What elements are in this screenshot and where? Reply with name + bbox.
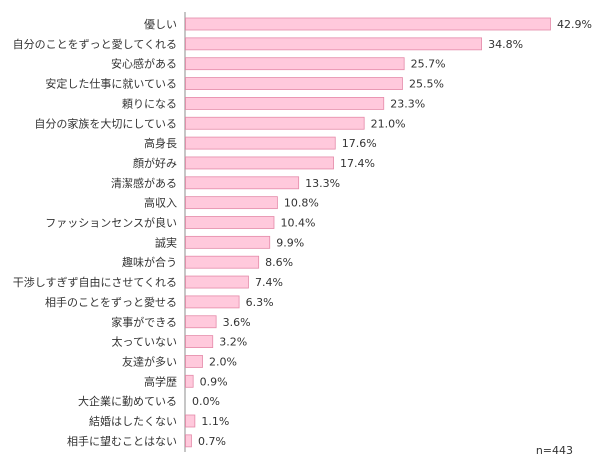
value-label: 21.0% [371,117,406,130]
category-label: 自分のことをずっと愛してくれる [13,38,177,51]
bar [185,374,194,388]
category-label: 清潔感がある [111,176,177,190]
category-label: 顔が好み [133,156,177,170]
value-label: 7.4% [255,276,283,289]
category-label: ファッションセンスが良い [45,216,177,230]
value-label: 42.9% [557,18,592,31]
category-label: 家事ができる [111,315,177,329]
value-label: 0.7% [198,435,226,448]
bar [185,315,217,329]
value-label: 3.6% [223,316,251,329]
bar [185,255,260,269]
value-label: 0.0% [192,395,220,408]
bar [185,176,300,190]
value-label: 13.3% [305,177,340,190]
value-label: 2.0% [209,355,237,368]
category-label: 優しい [144,18,177,31]
bar [185,335,214,349]
category-label: 高学歴 [144,374,177,388]
value-label: 17.6% [342,137,377,150]
category-label: 安心感がある [111,57,177,71]
sample-size-note: n=443 [535,444,573,457]
category-label: 誠実 [155,235,177,249]
bar [185,77,403,90]
category-label: 結婚はしたくない [89,414,177,428]
value-label: 10.8% [284,197,319,210]
value-label: 1.1% [201,415,229,428]
value-label: 9.9% [276,236,304,249]
value-label: 17.4% [340,157,375,170]
category-label: 高身長 [144,136,177,150]
bar [185,295,240,309]
category-label: 趣味が合う [122,255,177,269]
category-label: 友達が多い [122,354,177,368]
category-label: 相手に望むことはない [67,434,177,448]
value-label: 34.8% [488,38,523,51]
bar [185,156,334,170]
category-label: 太っていない [112,336,177,349]
bar [185,275,249,289]
bar [185,37,482,51]
bar [185,136,336,150]
category-label: 高収入 [144,196,177,210]
category-label: 頼りになる [122,97,177,110]
category-label: 相手のことをずっと愛せる [45,295,177,309]
value-label: 3.2% [219,336,247,349]
value-label: 8.6% [265,256,293,269]
bar [185,97,385,110]
value-label: 23.3% [390,97,425,110]
bar [185,216,275,229]
category-label: 大企業に勤めている [78,394,177,408]
bar [185,414,196,428]
category-label: 自分の家族を大切にしている [34,116,177,130]
value-label: 6.3% [246,296,274,309]
value-label: 25.5% [409,78,444,91]
value-label: 10.4% [280,217,315,230]
bar [185,57,405,71]
category-label: 安定した仕事に就いている [45,77,177,91]
bar [185,17,551,31]
bar [185,355,203,368]
value-label: 25.7% [411,58,446,71]
value-label: 0.9% [200,375,228,388]
bar [185,116,365,130]
category-label: 干渉しすぎず自由にさせてくれる [13,275,177,289]
bar [185,434,192,448]
bar [185,196,278,210]
bar [185,235,271,249]
